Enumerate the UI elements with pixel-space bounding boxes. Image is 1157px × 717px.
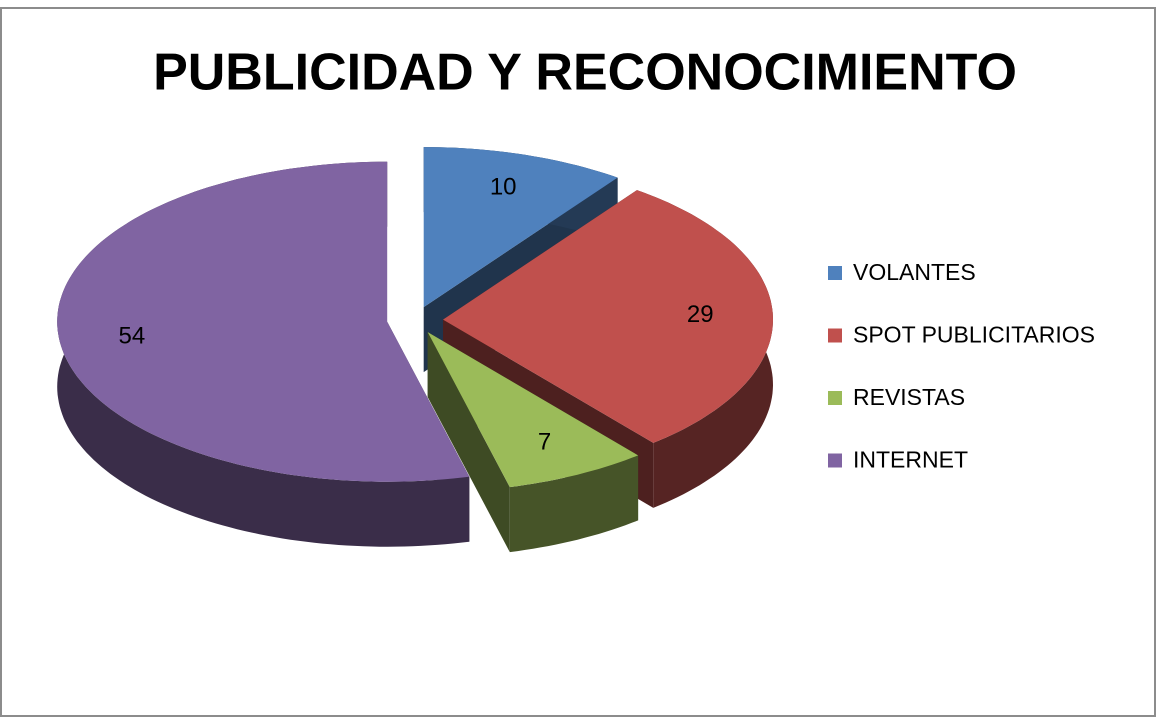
legend: VOLANTES SPOT PUBLICITARIOS REVISTAS INTERN… (828, 259, 1095, 473)
data-label: 7 (538, 429, 551, 456)
data-label: 10 (490, 174, 517, 201)
pie: 10 29 7 54 (57, 147, 773, 553)
legend-label: REVISTAS (853, 384, 965, 410)
slice (57, 161, 470, 482)
slice (423, 147, 618, 308)
legend-label: INTERNET (853, 447, 968, 473)
legend-swatch (828, 328, 842, 343)
data-label: 29 (687, 301, 714, 328)
legend-swatch (828, 266, 842, 280)
legend-swatch (828, 391, 842, 405)
chart-title: PUBLICIDAD Y RECONOCIMIENTO (153, 44, 1017, 102)
legend-label: VOLANTES (853, 259, 976, 285)
slice-side (509, 455, 639, 553)
legend-label: SPOT PUBLICITARIOS (853, 322, 1095, 348)
slice-wall (427, 332, 510, 553)
data-label: 54 (118, 323, 145, 350)
slice (427, 332, 639, 488)
legend-swatch (828, 453, 842, 468)
slice (443, 190, 773, 443)
